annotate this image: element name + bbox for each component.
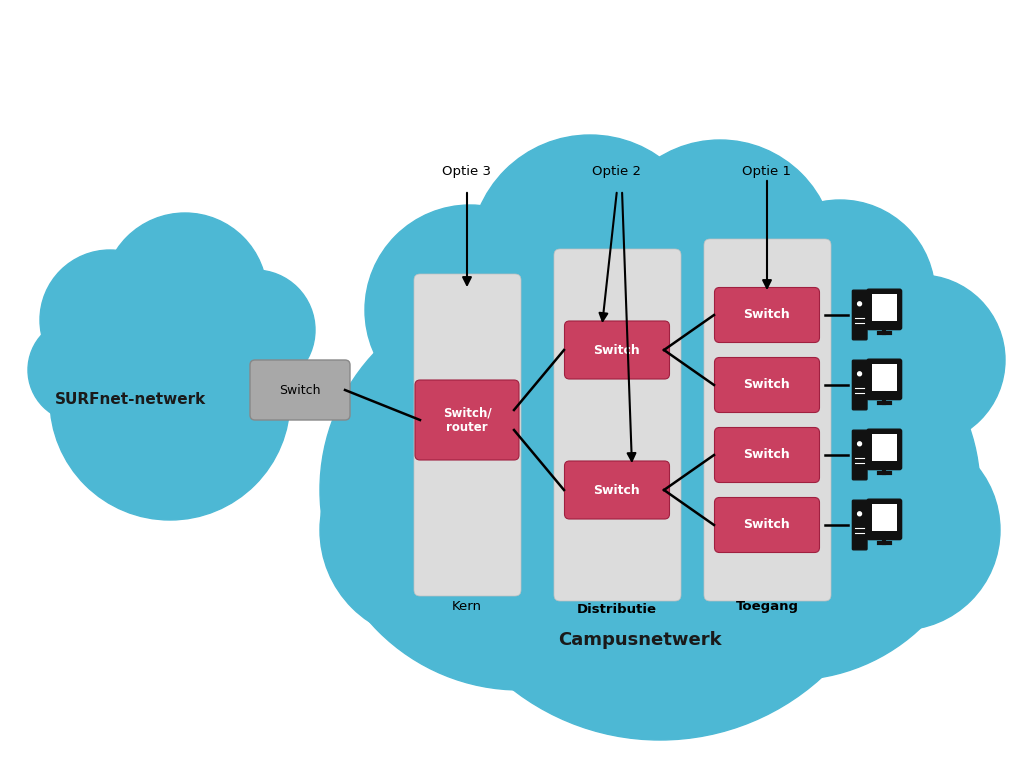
Circle shape (800, 430, 1000, 630)
Text: Switch: Switch (280, 383, 321, 396)
FancyBboxPatch shape (715, 428, 819, 482)
FancyBboxPatch shape (414, 274, 521, 596)
Circle shape (40, 250, 180, 390)
FancyBboxPatch shape (705, 239, 831, 601)
FancyBboxPatch shape (866, 429, 901, 469)
FancyBboxPatch shape (564, 321, 670, 379)
FancyBboxPatch shape (852, 360, 867, 410)
Text: Kern: Kern (452, 600, 482, 613)
Circle shape (420, 260, 900, 740)
Circle shape (857, 442, 861, 445)
Circle shape (745, 200, 935, 390)
Circle shape (365, 205, 575, 415)
Circle shape (103, 213, 267, 377)
Text: Switch: Switch (743, 379, 791, 392)
Circle shape (857, 372, 861, 376)
FancyBboxPatch shape (715, 357, 819, 412)
Text: Switch: Switch (594, 343, 640, 356)
Circle shape (470, 135, 710, 375)
Circle shape (50, 280, 290, 520)
Text: Switch: Switch (743, 449, 791, 462)
Text: SURFnet-netwerk: SURFnet-netwerk (54, 392, 206, 408)
Circle shape (605, 140, 835, 370)
FancyBboxPatch shape (871, 504, 897, 531)
Text: Optie 1: Optie 1 (742, 165, 792, 178)
Text: Toegang: Toegang (735, 600, 799, 613)
FancyBboxPatch shape (866, 499, 901, 540)
FancyBboxPatch shape (871, 434, 897, 461)
Text: Switch: Switch (743, 518, 791, 531)
Circle shape (857, 302, 861, 306)
Circle shape (319, 420, 540, 640)
Circle shape (835, 275, 1005, 445)
Text: Distributie: Distributie (577, 603, 657, 616)
FancyBboxPatch shape (564, 461, 670, 519)
FancyBboxPatch shape (250, 360, 350, 420)
FancyBboxPatch shape (871, 294, 897, 320)
Circle shape (600, 300, 980, 680)
FancyBboxPatch shape (715, 287, 819, 343)
Text: Campusnetwerk: Campusnetwerk (558, 631, 722, 649)
FancyBboxPatch shape (852, 290, 867, 339)
FancyBboxPatch shape (866, 290, 901, 329)
Circle shape (195, 270, 315, 390)
FancyBboxPatch shape (866, 359, 901, 399)
Circle shape (28, 318, 132, 422)
FancyBboxPatch shape (715, 498, 819, 552)
Text: Switch: Switch (594, 484, 640, 496)
FancyBboxPatch shape (415, 380, 519, 460)
Text: Optie 3: Optie 3 (442, 165, 492, 178)
FancyBboxPatch shape (871, 364, 897, 391)
FancyBboxPatch shape (554, 249, 681, 601)
Text: Switch: Switch (743, 309, 791, 322)
FancyBboxPatch shape (852, 500, 867, 550)
Text: Switch/
router: Switch/ router (442, 406, 492, 434)
Circle shape (319, 290, 720, 690)
Text: Optie 2: Optie 2 (593, 165, 641, 178)
FancyBboxPatch shape (852, 430, 867, 480)
Circle shape (857, 511, 861, 516)
